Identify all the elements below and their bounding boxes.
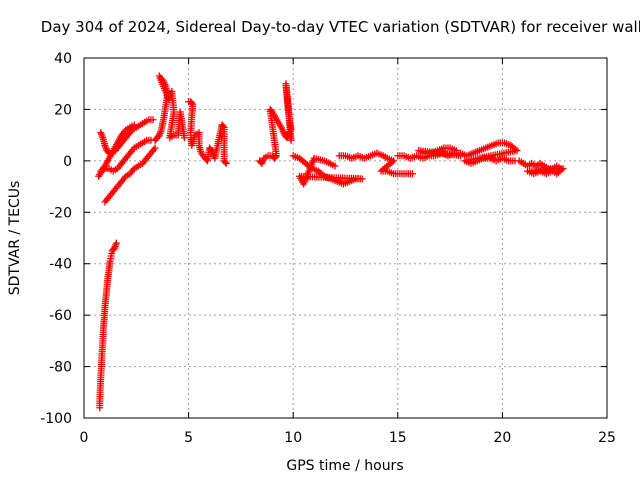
y-tick-label: -20 xyxy=(49,205,72,221)
x-tick-label: 15 xyxy=(389,430,407,446)
series-band-18-21h xyxy=(457,139,521,167)
y-tick-label: 0 xyxy=(63,154,72,170)
y-tick-label: 40 xyxy=(54,51,72,67)
x-tick-labels: 0 5 10 15 20 25 xyxy=(80,430,616,446)
data-point xyxy=(149,116,157,124)
series-dip-10-13h xyxy=(289,152,366,188)
data-point xyxy=(408,170,416,178)
data-point xyxy=(151,144,159,152)
x-tick-label: 10 xyxy=(284,430,302,446)
chart-title: Day 304 of 2024, Sidereal Day-to-day VTE… xyxy=(41,18,640,36)
data-point xyxy=(188,99,196,107)
x-tick-label: 20 xyxy=(493,430,511,446)
y-axis-label: SDTVAR / TECUs xyxy=(7,181,23,296)
series-early-arcs-d xyxy=(97,121,138,175)
data-point xyxy=(287,126,295,134)
data-point xyxy=(222,159,230,167)
x-tick-label: 0 xyxy=(80,430,89,446)
x-axis-label: GPS time / hours xyxy=(286,458,403,474)
data-point xyxy=(98,132,106,140)
series-band-12-15h xyxy=(335,149,416,178)
y-tick-label: -100 xyxy=(40,411,72,427)
y-tick-label: 20 xyxy=(54,102,72,118)
series-tail-20-23h xyxy=(515,157,567,178)
series-early-arcs-b xyxy=(95,136,155,180)
series-steep-descent xyxy=(96,239,120,412)
data-point xyxy=(219,122,227,130)
data-point xyxy=(221,158,229,166)
data-markers xyxy=(95,72,567,412)
data-point xyxy=(130,121,138,129)
series-peak-4h xyxy=(151,72,188,144)
y-tick-label: -40 xyxy=(49,257,72,273)
series-band-15-18h xyxy=(394,144,465,162)
data-point xyxy=(452,147,460,155)
axis-ticks xyxy=(83,57,608,419)
data-point xyxy=(557,166,565,174)
data-point xyxy=(559,165,567,173)
y-tick-label: -60 xyxy=(49,308,72,324)
y-tick-labels: 40 20 0 -20 -40 -60 -80 -100 xyxy=(40,51,72,427)
data-point xyxy=(112,239,120,247)
grid-lines xyxy=(84,58,607,418)
series-cluster-9h xyxy=(256,80,295,167)
data-point xyxy=(180,134,188,142)
data-point xyxy=(331,162,339,170)
x-tick-label: 5 xyxy=(184,430,193,446)
x-tick-label: 25 xyxy=(598,430,616,446)
plot-frame xyxy=(83,57,608,419)
series-cluster-5h xyxy=(185,98,230,167)
series-early-arcs-a xyxy=(97,116,157,157)
series-early-arcs-c xyxy=(101,144,159,206)
y-tick-label: -80 xyxy=(49,360,72,376)
